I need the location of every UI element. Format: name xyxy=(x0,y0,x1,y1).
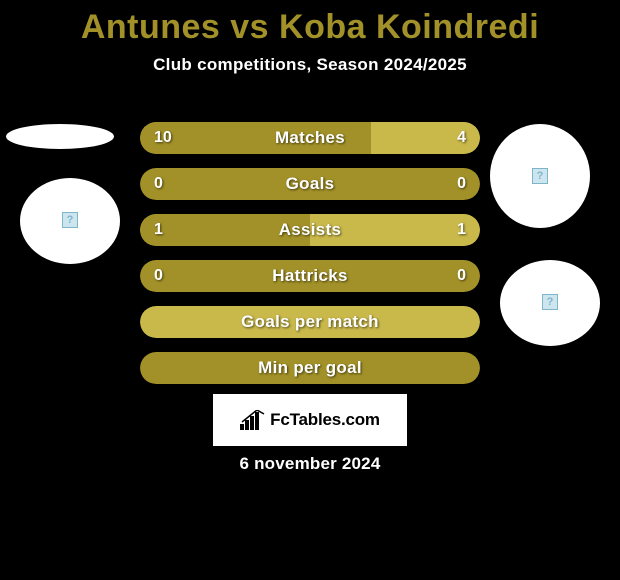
placeholder-image-icon: ? xyxy=(62,212,78,228)
stat-label: Goals per match xyxy=(241,312,379,332)
placeholder-image-icon: ? xyxy=(532,168,548,184)
stat-value-left: 1 xyxy=(154,221,163,239)
stat-value-right: 1 xyxy=(457,221,466,239)
stat-value-left: 10 xyxy=(154,129,172,147)
player-left-badge-ellipse xyxy=(6,124,114,149)
stat-label: Min per goal xyxy=(258,358,362,378)
generated-date: 6 november 2024 xyxy=(0,454,620,474)
stat-value-left: 0 xyxy=(154,175,163,193)
stat-label: Goals xyxy=(286,174,335,194)
watermark: FcTables.com xyxy=(213,394,407,446)
stat-value-left: 0 xyxy=(154,267,163,285)
fctables-logo-icon xyxy=(240,410,266,430)
stat-value-right: 0 xyxy=(457,267,466,285)
stat-label: Assists xyxy=(279,220,342,240)
stat-row: Hattricks 0 0 xyxy=(140,260,480,292)
stat-row: Goals per match xyxy=(140,306,480,338)
placeholder-image-icon: ? xyxy=(542,294,558,310)
stat-value-right: 4 xyxy=(457,129,466,147)
comparison-title: Antunes vs Koba Koindredi xyxy=(0,0,620,47)
stat-label: Matches xyxy=(275,128,345,148)
stat-row: Matches 10 4 xyxy=(140,122,480,154)
stat-label: Hattricks xyxy=(272,266,347,286)
stat-row: Goals 0 0 xyxy=(140,168,480,200)
stats-area: Matches104Goals00Assists11Hattricks00Goa… xyxy=(140,122,480,398)
stat-row: Assists 1 1 xyxy=(140,214,480,246)
stat-value-right: 0 xyxy=(457,175,466,193)
comparison-subtitle: Club competitions, Season 2024/2025 xyxy=(0,55,620,75)
watermark-text: FcTables.com xyxy=(270,410,380,430)
stat-row: Min per goal xyxy=(140,352,480,384)
